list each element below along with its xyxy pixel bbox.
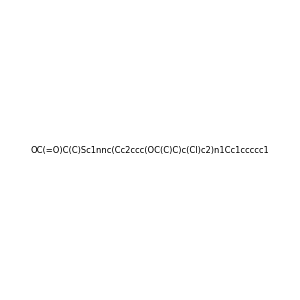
- Text: OC(=O)C(C)Sc1nnc(Cc2ccc(OC(C)C)c(Cl)c2)n1Cc1ccccc1: OC(=O)C(C)Sc1nnc(Cc2ccc(OC(C)C)c(Cl)c2)n…: [31, 146, 269, 154]
